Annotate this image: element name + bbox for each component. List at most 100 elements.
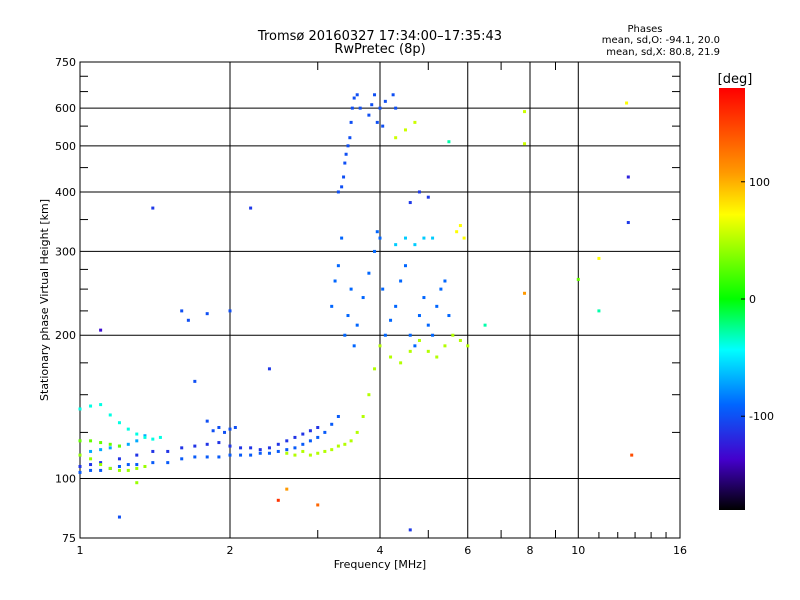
- data-point: [143, 435, 147, 439]
- data-point: [108, 442, 112, 446]
- data-points: [78, 93, 634, 532]
- data-point: [370, 103, 374, 107]
- data-point: [343, 161, 347, 165]
- stats-line-o: mean, sd,O: -94.1, 20.0: [602, 35, 720, 46]
- data-point: [378, 344, 382, 348]
- data-point: [426, 323, 430, 327]
- data-point: [293, 435, 297, 439]
- data-point: [399, 361, 403, 365]
- data-point: [342, 175, 346, 179]
- colorbar-tick-label: 100: [749, 176, 770, 189]
- data-point: [447, 140, 451, 144]
- data-point: [413, 120, 417, 124]
- data-point: [108, 466, 112, 470]
- data-point: [597, 309, 601, 313]
- data-point: [78, 464, 82, 468]
- x-axis-label: Frequency [MHz]: [334, 558, 426, 571]
- data-point: [143, 464, 147, 468]
- y-tick-label: 100: [55, 473, 76, 486]
- data-point: [89, 468, 93, 472]
- data-point: [355, 93, 359, 97]
- data-point: [126, 427, 130, 431]
- stats-line-x: mean, sd,X: 80.8, 21.9: [606, 47, 720, 58]
- data-point: [394, 243, 398, 247]
- data-point: [323, 449, 327, 453]
- x-tick-label: 16: [673, 544, 687, 557]
- y-tick-label: 750: [55, 56, 76, 69]
- plot-area: 1 2 4 6 8 10 16 75 100 200 300 400 500 600 750: [55, 56, 687, 557]
- data-point: [135, 463, 139, 467]
- y-axis-ticks: 75 100 200 300 400 500 600 750: [55, 56, 76, 545]
- data-point: [308, 453, 312, 457]
- data-point: [217, 455, 221, 459]
- data-point: [447, 314, 451, 318]
- data-point: [276, 449, 280, 453]
- data-point: [180, 457, 184, 461]
- data-point: [323, 430, 327, 434]
- data-point: [228, 427, 232, 431]
- data-point: [135, 432, 139, 436]
- data-point: [394, 304, 398, 308]
- y-tick-label: 400: [55, 186, 76, 199]
- data-point: [126, 468, 130, 472]
- data-point: [336, 190, 340, 194]
- data-point: [99, 461, 103, 465]
- data-point: [78, 407, 82, 411]
- data-point: [417, 314, 421, 318]
- data-point: [330, 304, 334, 308]
- data-point: [443, 279, 447, 283]
- data-point: [375, 230, 379, 234]
- x-tick-label: 1: [77, 544, 84, 557]
- data-point: [135, 481, 139, 485]
- data-point: [462, 236, 466, 240]
- data-point: [343, 333, 347, 337]
- data-point: [117, 515, 121, 519]
- y-axis-label: Stationary phase Virtual Height [km]: [38, 199, 51, 401]
- data-point: [455, 230, 459, 234]
- data-point: [89, 439, 93, 443]
- data-point: [408, 349, 412, 353]
- data-point: [108, 446, 112, 450]
- data-point: [293, 446, 297, 450]
- data-point: [349, 439, 353, 443]
- data-point: [381, 124, 385, 128]
- data-point: [301, 432, 305, 436]
- data-point: [355, 323, 359, 327]
- data-point: [78, 470, 82, 474]
- data-point: [336, 414, 340, 418]
- data-point: [293, 453, 297, 457]
- x-tick-label: 10: [571, 544, 585, 557]
- data-point: [117, 468, 121, 472]
- data-point: [330, 422, 334, 426]
- data-point: [358, 106, 362, 110]
- data-point: [308, 439, 312, 443]
- data-point: [340, 236, 344, 240]
- data-point: [381, 287, 385, 291]
- chart-title: Tromsø 20160327 17:34:00–17:35:43: [257, 29, 502, 44]
- data-point: [78, 453, 82, 457]
- data-point: [378, 106, 382, 110]
- data-point: [267, 446, 271, 450]
- data-point: [186, 318, 190, 322]
- data-point: [239, 446, 243, 450]
- data-point: [349, 287, 353, 291]
- data-point: [394, 106, 398, 110]
- x-axis-ticks: 1 2 4 6 8 10 16: [77, 544, 688, 557]
- data-point: [355, 430, 359, 434]
- data-point: [301, 449, 305, 453]
- data-point: [285, 439, 289, 443]
- data-point: [403, 128, 407, 132]
- data-point: [143, 434, 147, 438]
- data-point: [301, 442, 305, 446]
- y-tick-label: 75: [62, 532, 76, 545]
- data-point: [99, 328, 103, 332]
- data-point: [99, 403, 103, 407]
- data-point: [626, 221, 630, 225]
- data-point: [348, 136, 352, 140]
- data-point: [422, 236, 426, 240]
- data-point: [193, 379, 197, 383]
- data-point: [205, 455, 209, 459]
- data-point: [205, 312, 209, 316]
- x-tick-label: 8: [527, 544, 534, 557]
- data-point: [316, 503, 320, 507]
